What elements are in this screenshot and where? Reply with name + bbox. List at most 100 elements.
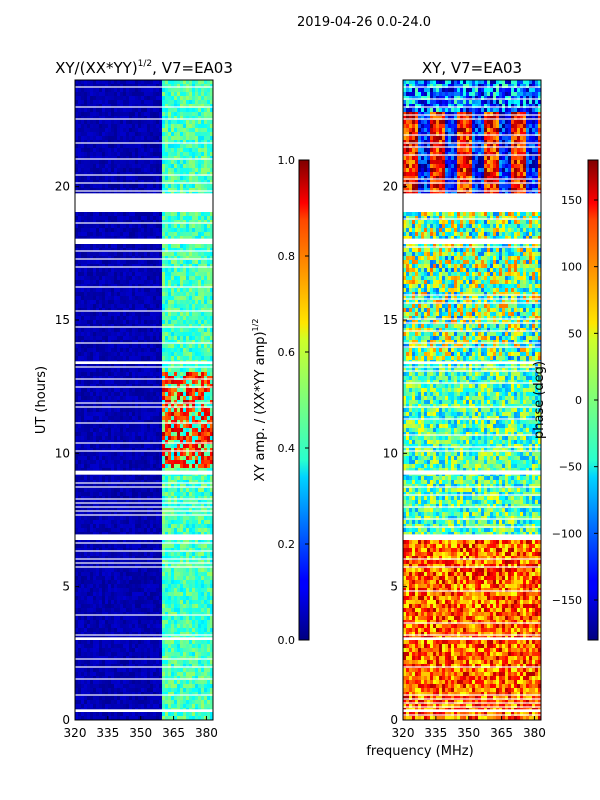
heatmap-cell [210,356,213,361]
heatmap-cell [78,144,82,149]
heatmap-cell [75,92,79,97]
heatmap-cell [150,344,154,349]
heatmap-cell [210,488,213,493]
heatmap-cell [180,416,184,421]
heatmap-cell [105,268,109,273]
heatmap-cell [120,428,124,433]
heatmap-cell [201,316,205,321]
heatmap-cell [144,368,148,373]
heatmap-cell [102,340,106,345]
heatmap-cell [189,148,193,153]
heatmap-cell [153,448,157,453]
heatmap-cell [201,96,205,101]
heatmap-cell [126,500,130,505]
heatmap-cell [114,356,118,361]
heatmap-cell [210,80,213,85]
heatmap-cell [204,444,208,449]
heatmap-cell [114,348,118,353]
heatmap-cell [183,232,187,237]
heatmap-cell [117,356,121,361]
heatmap-cell [201,104,205,109]
heatmap-cell [153,348,157,353]
heatmap-cell [147,320,151,325]
heatmap-cell [189,308,193,313]
heatmap-cell [159,328,163,333]
heatmap-cell [153,440,157,445]
heatmap-cell [195,420,199,425]
heatmap-cell [114,92,118,97]
heatmap-cell [183,308,187,313]
heatmap-cell [192,148,196,153]
heatmap-cell [126,344,130,349]
heatmap-cell [81,404,85,409]
heatmap-cell [153,276,157,281]
heatmap-cell [186,184,190,189]
heatmap-cell [78,184,82,189]
heatmap-cell [138,232,142,237]
heatmap-cell [84,292,88,297]
heatmap-cell [84,216,88,221]
heatmap-cell [192,308,196,313]
heatmap-cell [165,392,169,397]
heatmap-cell [210,464,213,469]
heatmap-cell [90,344,94,349]
heatmap-cell [189,116,193,121]
heatmap-cell [159,288,163,293]
heatmap-cell [183,228,187,233]
heatmap-cell [105,424,109,429]
heatmap-cell [183,500,187,505]
heatmap-cell [117,504,121,509]
heatmap-cell [99,92,103,97]
heatmap-cell [81,468,85,473]
heatmap-cell [159,332,163,337]
heatmap-cell [174,80,178,85]
heatmap-cell [207,232,211,237]
heatmap-cell [81,336,85,341]
heatmap-cell [114,152,118,157]
heatmap-cell [108,224,112,229]
heatmap-cell [75,408,79,413]
heatmap-cell [138,304,142,309]
heatmap-cell [81,224,85,229]
heatmap-cell [78,96,82,101]
heatmap-cell [90,232,94,237]
heatmap-cell [210,468,213,473]
heatmap-cell [93,424,97,429]
heatmap-cell [81,364,85,369]
heatmap-cell [117,96,121,101]
heatmap-cell [87,264,91,269]
heatmap-cell [117,220,121,225]
heatmap-cell [198,496,202,501]
heatmap-cell [102,188,106,193]
heatmap-cell [162,280,166,285]
heatmap-cell [144,440,148,445]
heatmap-cell [168,272,172,277]
heatmap-cell [210,364,213,369]
heatmap-cell [165,236,169,241]
heatmap-cell [183,292,187,297]
heatmap-cell [192,396,196,401]
heatmap-cell [156,384,160,389]
heatmap-cell [210,436,213,441]
heatmap-cell [153,392,157,397]
heatmap-cell [195,280,199,285]
flagged-row [75,450,213,452]
heatmap-cell [120,244,124,249]
heatmap-cell [210,500,213,505]
heatmap-cell [129,128,133,133]
heatmap-cell [135,388,139,393]
heatmap-cell [84,88,88,93]
heatmap-cell [93,156,97,161]
heatmap-cell [162,504,166,509]
heatmap-cell [75,216,79,221]
heatmap-cell [204,452,208,457]
heatmap-cell [132,320,136,325]
heatmap-cell [147,228,151,233]
heatmap-cell [126,324,130,329]
heatmap-cell [96,392,100,397]
heatmap-cell [84,468,88,473]
heatmap-cell [156,168,160,173]
heatmap-cell [195,92,199,97]
heatmap-cell [120,212,124,217]
heatmap-cell [174,236,178,241]
